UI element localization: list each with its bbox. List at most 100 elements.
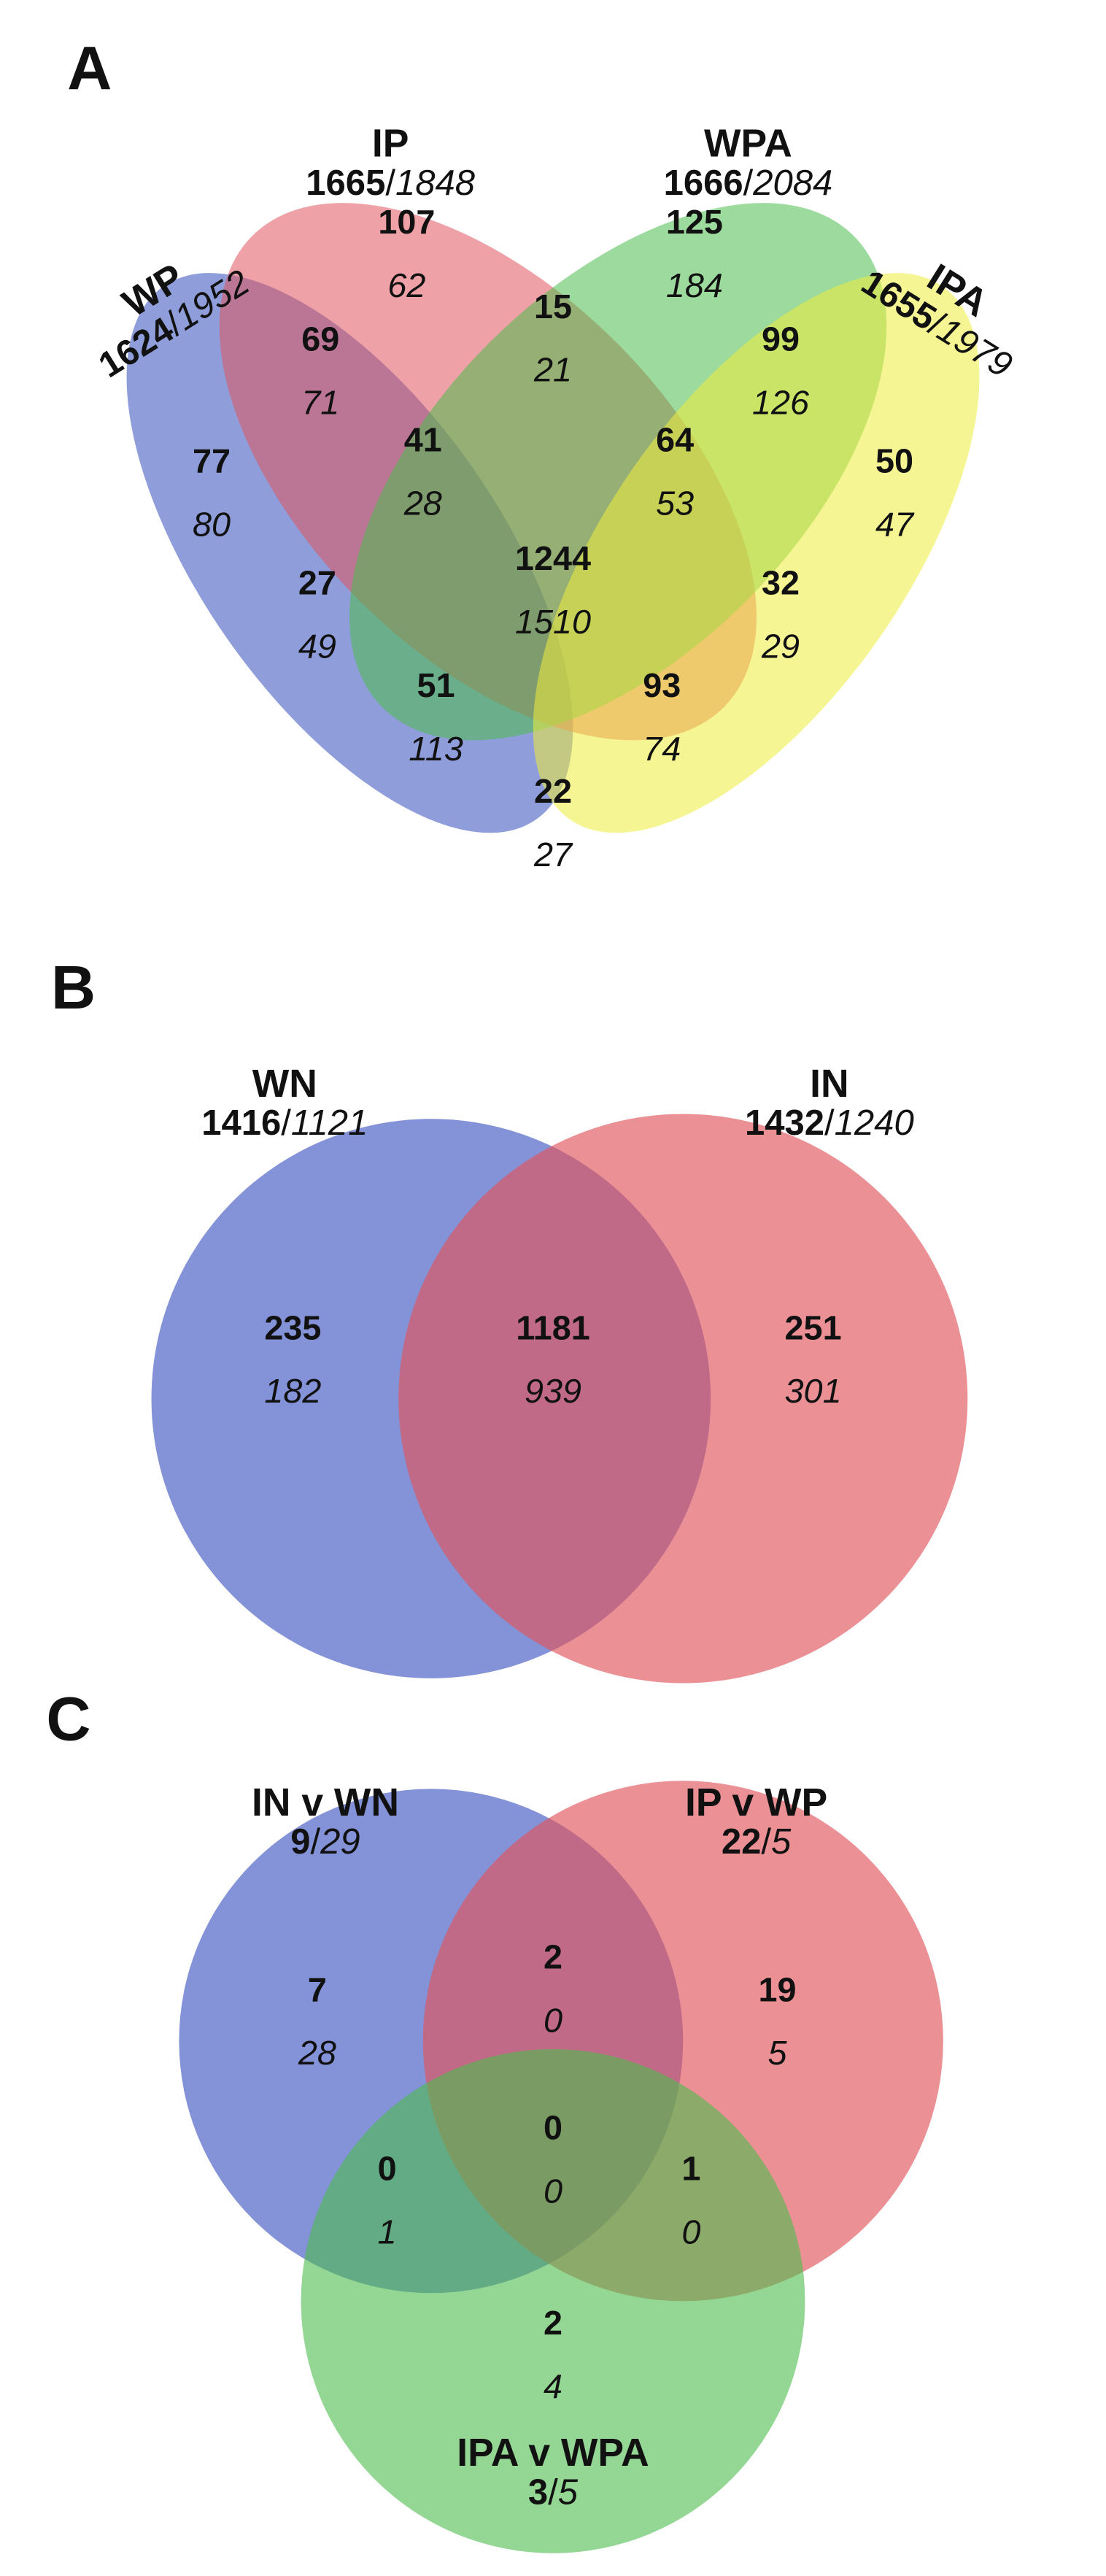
region-count-italic: 1 [378, 2213, 397, 2251]
count-italic: 1121 [291, 1103, 368, 1143]
set-name: WPA [704, 123, 792, 166]
region-count-bold: 19 [759, 1970, 797, 2008]
set-ellipse [349, 203, 887, 741]
set-name: IN v WN [252, 1781, 399, 1824]
region-count-italic: 62 [387, 266, 425, 304]
region-count-italic: 74 [643, 730, 681, 768]
region-count-italic: 4 [544, 2367, 562, 2405]
region-count-italic: 182 [264, 1372, 321, 1410]
set-circle [301, 2048, 805, 2553]
count-italic: 29 [320, 1822, 360, 1862]
region-count-bold: 1 [681, 2149, 700, 2187]
set-count: 1665/1848 [306, 163, 475, 203]
region-count-bold: 2 [544, 1938, 562, 1976]
separator: / [743, 163, 754, 203]
set-count: 3/5 [528, 2473, 579, 2513]
region-count-bold: 0 [378, 2149, 397, 2187]
separator: / [761, 1822, 771, 1862]
region-count-italic: 1510 [515, 603, 591, 641]
count-italic: 1848 [395, 163, 475, 203]
count-bold: 1665 [306, 163, 385, 203]
region-count-bold: 41 [404, 421, 442, 459]
region-count-italic: 53 [656, 484, 694, 522]
region-count-bold: 27 [298, 564, 336, 602]
region-count-italic: 5 [768, 2034, 788, 2072]
region-count-bold: 125 [666, 203, 723, 241]
venn-c [179, 1781, 943, 2553]
region-count-italic: 29 [761, 628, 800, 666]
set-name: WN [252, 1063, 317, 1106]
set-name: IPA v WPA [457, 2432, 649, 2475]
region-count-italic: 49 [298, 628, 336, 666]
count-italic: 5 [771, 1822, 792, 1862]
region-count-bold: 22 [534, 772, 572, 810]
count-italic: 2084 [752, 163, 832, 203]
region-count-bold: 69 [301, 320, 339, 358]
region-count-bold: 7 [308, 1970, 327, 2008]
region-count-bold: 1181 [516, 1308, 590, 1346]
count-bold: 9 [290, 1822, 310, 1862]
panel-letter: B [51, 952, 96, 1022]
region-count-bold: 2 [544, 2304, 562, 2342]
region-count-italic: 301 [785, 1372, 842, 1410]
set-count: 1432/1240 [745, 1103, 914, 1143]
separator: / [281, 1103, 291, 1143]
set-ellipse [533, 273, 980, 833]
region-count-bold: 235 [264, 1308, 321, 1346]
region-count-bold: 77 [193, 441, 231, 479]
set-name: IP v WP [685, 1781, 827, 1824]
region-count-italic: 80 [193, 505, 231, 543]
panel-letter: A [67, 34, 112, 103]
region-count-bold: 64 [656, 421, 694, 459]
count-bold: 1416 [201, 1103, 281, 1143]
count-bold: 3 [528, 2473, 548, 2513]
set-label: IN v WN9/29 [252, 1781, 399, 1862]
region-count-bold: 15 [534, 288, 572, 325]
set-name: IN [810, 1063, 848, 1106]
region-count-italic: 0 [681, 2213, 700, 2251]
region-count-italic: 47 [875, 505, 915, 543]
region-count-bold: 107 [378, 203, 435, 241]
region-count-italic: 28 [298, 2034, 336, 2072]
separator: / [311, 1822, 321, 1862]
count-italic: 1240 [835, 1103, 914, 1143]
region-count-bold: 32 [762, 564, 800, 602]
region-count-italic: 27 [533, 836, 573, 874]
set-circle [398, 1114, 968, 1684]
region-count-bold: 1244 [515, 539, 591, 577]
labels: AWP1624/1952IP1665/1848WPA1666/2084IPA16… [46, 34, 1018, 2513]
set-name: IP [372, 123, 409, 166]
region-count-italic: 184 [666, 266, 723, 304]
set-count: 1416/1121 [201, 1103, 368, 1143]
region-count-bold: 50 [875, 441, 913, 479]
region-count-italic: 113 [409, 730, 463, 768]
venn-a [126, 203, 980, 833]
separator: / [548, 2473, 558, 2513]
venn-b [151, 1114, 968, 1684]
count-bold: 1666 [664, 163, 743, 203]
region-count-bold: 251 [785, 1308, 842, 1346]
region-count-italic: 126 [752, 383, 810, 421]
region-count-bold: 0 [544, 2109, 562, 2147]
region-count-italic: 0 [544, 2002, 562, 2040]
region-count-italic: 21 [533, 351, 572, 389]
region-count-bold: 51 [417, 666, 455, 704]
count-italic: 5 [558, 2473, 579, 2513]
set-count: 22/5 [722, 1822, 792, 1862]
region-count-bold: 99 [762, 320, 800, 358]
region-count-italic: 71 [301, 383, 339, 421]
region-count-italic: 0 [544, 2172, 562, 2210]
region-count-italic: 939 [525, 1372, 581, 1410]
region-count-bold: 93 [643, 666, 681, 704]
panel-letter: C [46, 1684, 90, 1754]
set-count: 1666/2084 [664, 163, 833, 203]
region-count-italic: 28 [403, 484, 442, 522]
